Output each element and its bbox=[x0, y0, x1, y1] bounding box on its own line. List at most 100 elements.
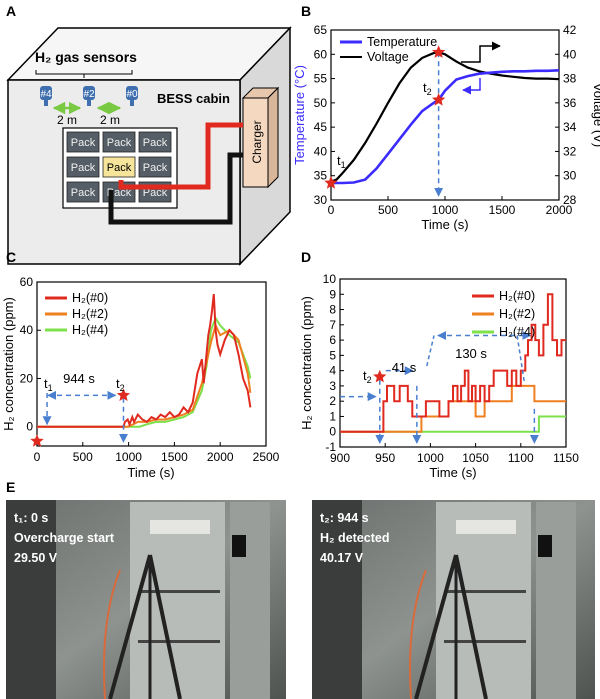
sensor-label-0: #0 bbox=[126, 89, 138, 100]
y-tick-label-d: 0 bbox=[329, 425, 336, 439]
x-tick-label-d: 950 bbox=[375, 451, 395, 465]
x-tick-label-b: 1500 bbox=[489, 203, 516, 217]
cable-red bbox=[118, 122, 243, 190]
photo-left-event: Overcharge start bbox=[14, 531, 115, 545]
photo-left-voltage: 29.50 V bbox=[14, 551, 58, 565]
x-tick-label-d: 900 bbox=[330, 451, 350, 465]
pack-label: Pack bbox=[71, 162, 96, 174]
x-axis-label-d: Time (s) bbox=[429, 465, 476, 480]
legend-label-d: H₂(#2) bbox=[499, 307, 535, 321]
y-tick-label-c: 0 bbox=[26, 420, 33, 434]
pack-label: Pack bbox=[143, 137, 168, 149]
sensor-group: #4 #2 #0 bbox=[40, 86, 138, 106]
tripod-leg-left-1 bbox=[108, 554, 152, 699]
t1-label-c: t1 bbox=[44, 376, 53, 393]
panel-label-d: D bbox=[301, 249, 311, 265]
gap-label-c: 944 s bbox=[63, 371, 95, 386]
y-tick-label-d: 9 bbox=[329, 287, 336, 301]
star-marker-t1-c bbox=[30, 434, 44, 447]
y-tick-label-c: 40 bbox=[20, 323, 34, 337]
gap-label-d-1: 41 s bbox=[392, 360, 417, 375]
y-tick-label-d: 6 bbox=[329, 333, 336, 347]
y-axis-label-b-left: Temperature (°C) bbox=[292, 65, 307, 165]
x-tick-label-d: 1000 bbox=[417, 451, 444, 465]
y-tick-label-d: -1 bbox=[325, 440, 336, 454]
arrow-to-voltage-axis bbox=[461, 41, 501, 63]
rack-shelf-left-2 bbox=[138, 640, 220, 643]
dashed-link-d-2 bbox=[516, 335, 526, 383]
y-tick-label-d: 5 bbox=[329, 348, 336, 362]
x-tick-label-c: 2000 bbox=[207, 450, 234, 464]
y-tick-label-b-left: 30 bbox=[314, 193, 328, 207]
sensor-bracket bbox=[35, 70, 133, 78]
y-tick-label-d: 1 bbox=[329, 409, 336, 423]
t2-label-b: t2 bbox=[423, 80, 432, 97]
legend-voltage: Voltage bbox=[367, 50, 409, 64]
x-tick-label-d: 1150 bbox=[553, 451, 579, 465]
camera-left bbox=[232, 535, 246, 557]
rack-shelf-left-1 bbox=[138, 590, 220, 593]
rack-cabinet-right bbox=[436, 502, 531, 699]
sensors-title: H₂ gas sensors bbox=[35, 49, 137, 65]
tripod-leg-right-1 bbox=[414, 554, 458, 699]
plot-frame-b bbox=[330, 29, 560, 201]
panel-label-b: B bbox=[301, 3, 311, 19]
x-tick-label-b: 500 bbox=[378, 203, 398, 217]
series-line-h2-0-c bbox=[37, 293, 252, 428]
series-line-h2-0-d bbox=[340, 293, 566, 433]
x-tick-label-c: 1500 bbox=[161, 450, 188, 464]
rack-shelf-right-2 bbox=[444, 640, 526, 643]
legend-label-d: H₂(#0) bbox=[499, 289, 535, 303]
arrow-to-temperature-axis bbox=[462, 78, 481, 95]
photo-right-voltage: 40.17 V bbox=[320, 551, 364, 565]
x-axis-label-b: Time (s) bbox=[421, 217, 468, 232]
y-tick-label-d: 3 bbox=[329, 379, 336, 393]
legend-d: H₂(#0) H₂(#2) H₂(#4) bbox=[472, 289, 535, 339]
y-tick-label-b-left: 45 bbox=[314, 120, 328, 134]
y-tick-label-b-left: 50 bbox=[314, 96, 328, 110]
panel-e: E t₁: 0 s Overcharge start 29.50 V bbox=[6, 479, 595, 699]
y-tick-label-d: 8 bbox=[329, 303, 336, 317]
x-axis-label-c: Time (s) bbox=[127, 465, 174, 480]
tripod-leg-left-2 bbox=[148, 554, 182, 699]
y-tick-label-b-left: 60 bbox=[314, 47, 328, 61]
series-d bbox=[340, 293, 566, 444]
plot-frame-d bbox=[339, 278, 567, 448]
y-axis-label-c: H₂ concentration (ppm) bbox=[1, 297, 16, 431]
legend-label-c: H₂(#0) bbox=[72, 291, 108, 305]
x-tick-label-b: 1000 bbox=[432, 203, 459, 217]
panel-label-c: C bbox=[6, 249, 16, 265]
sensor-stem-0 bbox=[130, 100, 134, 106]
spacing-label-1: 2 m bbox=[57, 113, 77, 127]
charger-label: Charger bbox=[250, 120, 264, 163]
star-marker-t1-b bbox=[324, 176, 338, 189]
tripod-leg-right-2 bbox=[454, 554, 488, 699]
x-tick-label-b: 2000 bbox=[546, 203, 573, 217]
rack-label-left bbox=[150, 520, 210, 534]
series-line-h2-4-c bbox=[37, 315, 252, 428]
y-tick-label-b-right: 38 bbox=[563, 72, 577, 86]
x-tick-label-c: 2500 bbox=[253, 450, 280, 464]
photo-right: t₂: 944 s H₂ detected 40.17 V bbox=[312, 500, 595, 699]
star-marker-t2-c bbox=[116, 388, 131, 401]
pack-cell bbox=[138, 131, 172, 153]
legend-label-d: H₂(#4) bbox=[499, 325, 535, 339]
y-tick-label-b-left: 55 bbox=[314, 72, 328, 86]
y-tick-label-b-right: 42 bbox=[563, 23, 577, 37]
cabinet-door-right bbox=[312, 500, 362, 699]
pack-label: Pack bbox=[107, 162, 132, 174]
y-tick-label-b-left: 35 bbox=[314, 169, 328, 183]
photo-right-time: t₂: 944 s bbox=[320, 511, 369, 525]
series-line-temperature bbox=[331, 69, 560, 185]
y-tick-label-b-left: 65 bbox=[314, 23, 328, 37]
legend-c: H₂(#0) H₂(#2) H₂(#4) bbox=[45, 291, 108, 337]
cabin-label: BESS cabin bbox=[157, 91, 230, 106]
spacing-label-2: 2 m bbox=[100, 113, 120, 127]
x-tick-label-c: 0 bbox=[34, 450, 41, 464]
t1-label-b: t1 bbox=[337, 153, 346, 170]
